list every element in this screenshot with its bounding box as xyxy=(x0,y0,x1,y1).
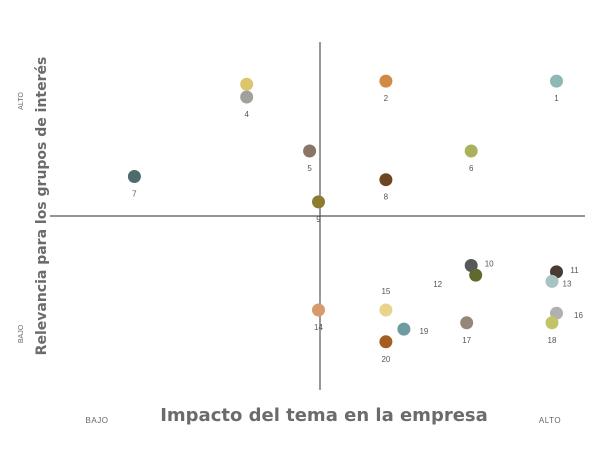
data-label-5: 5 xyxy=(307,164,312,173)
data-label-18: 18 xyxy=(548,336,557,345)
data-point-18 xyxy=(545,316,559,330)
data-point-20 xyxy=(379,335,393,349)
data-point-6 xyxy=(464,144,478,158)
axes xyxy=(50,42,585,390)
y-axis-title: Relevancia para los grupos de interés xyxy=(34,57,50,356)
data-label-2: 2 xyxy=(384,94,389,103)
data-point-12 xyxy=(469,268,483,282)
data-label-9: 9 xyxy=(316,215,321,224)
x-tick-high: ALTO xyxy=(539,416,561,425)
data-point-2 xyxy=(379,74,393,88)
data-label-15: 15 xyxy=(381,287,390,296)
data-label-8: 8 xyxy=(384,193,389,202)
data-point-1 xyxy=(550,74,563,88)
data-label-4: 4 xyxy=(244,110,249,119)
data-point-5 xyxy=(303,144,317,158)
data-point-4 xyxy=(240,90,254,104)
data-label-14: 14 xyxy=(314,323,323,332)
x-axis-title: Impacto del tema en la empresa xyxy=(160,405,488,426)
y-tick-low: BAJO xyxy=(18,324,25,343)
data-point-8 xyxy=(379,173,393,187)
data-point-17 xyxy=(460,316,474,330)
data-point-9 xyxy=(312,195,325,209)
x-tick-low: BAJO xyxy=(86,416,109,425)
data-label-1: 1 xyxy=(554,94,559,103)
data-label-7: 7 xyxy=(132,190,137,199)
data-label-19: 19 xyxy=(419,327,428,336)
data-point-7 xyxy=(127,170,141,183)
data-label-16: 16 xyxy=(574,311,583,320)
data-point-14 xyxy=(312,303,325,317)
data-label-6: 6 xyxy=(469,164,474,173)
data-label-13: 13 xyxy=(563,279,572,288)
axis-labels: Impacto del tema en la empresa Relevancia… xyxy=(18,57,561,426)
data-label-17: 17 xyxy=(462,336,471,345)
data-label-10: 10 xyxy=(485,260,494,269)
data-label-11: 11 xyxy=(570,266,579,275)
data-point-13 xyxy=(545,274,559,288)
data-point-19 xyxy=(397,322,411,336)
data-label-12: 12 xyxy=(433,280,442,289)
y-tick-high: ALTO xyxy=(18,92,25,110)
data-point-15 xyxy=(379,303,393,317)
data-point-unlabeled-3 xyxy=(240,77,254,91)
data-label-20: 20 xyxy=(381,355,390,364)
